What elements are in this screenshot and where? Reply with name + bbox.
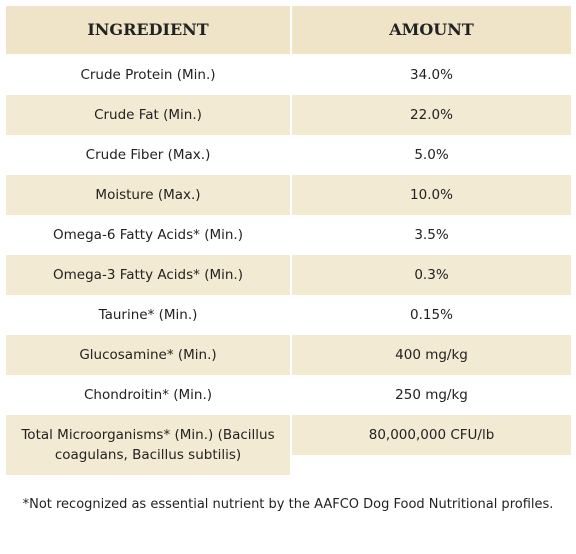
amount-cell: 10.0% [292, 175, 571, 215]
ingredient-cell: Omega-3 Fatty Acids* (Min.) [6, 255, 290, 295]
ingredient-cell: Omega-6 Fatty Acids* (Min.) [53, 227, 243, 243]
ingredient-cell: Crude Protein (Min.) [80, 67, 216, 83]
ingredient-cell: Crude Fiber (Max.) [85, 147, 211, 163]
amount-cell: 0.15% [410, 307, 453, 323]
amount-cell: 5.0% [414, 147, 449, 163]
ingredient-cell: Chondroitin* (Min.) [83, 387, 213, 403]
ingredient-cell: Taurine* (Min.) [98, 307, 198, 323]
amount-cell: 22.0% [292, 95, 571, 135]
ingredient-cell: Total Microorganisms* (Min.) (Bacillus c… [6, 415, 290, 475]
ingredient-cell: Crude Fat (Min.) [6, 95, 290, 135]
amount-cell: 34.0% [410, 67, 453, 83]
header-cell: AMOUNT [292, 6, 571, 54]
amount-cell: 400 mg/kg [292, 335, 571, 375]
amount-cell: 3.5% [414, 227, 449, 243]
amount-cell: 250 mg/kg [395, 387, 468, 403]
header-cell: INGREDIENT [6, 6, 290, 54]
ingredient-cell: Glucosamine* (Min.) [6, 335, 290, 375]
footnote: *Not recognized as essential nutrient by… [22, 497, 554, 512]
amount-cell: 0.3% [292, 255, 571, 295]
ingredient-cell: Moisture (Max.) [6, 175, 290, 215]
amount-cell: 80,000,000 CFU/lb [292, 415, 571, 455]
